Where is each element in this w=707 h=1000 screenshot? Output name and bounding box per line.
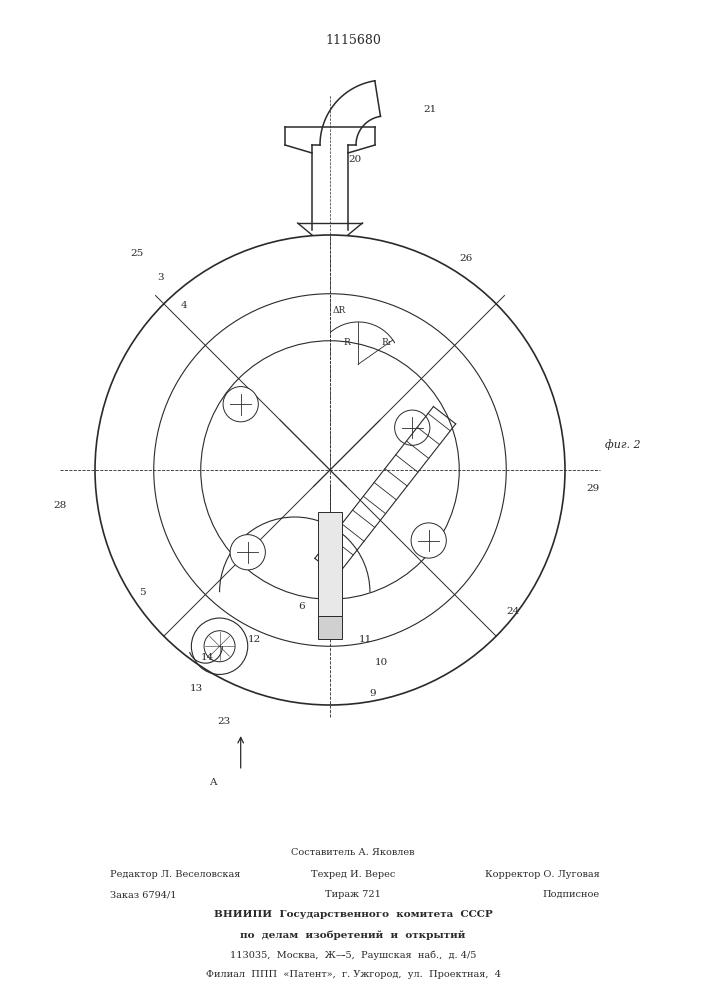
Text: 26: 26	[460, 254, 473, 263]
Text: Подписное: Подписное	[543, 890, 600, 899]
Text: R₁: R₁	[381, 338, 392, 347]
Text: 11: 11	[358, 635, 372, 644]
Circle shape	[230, 535, 265, 570]
Text: Заказ 6794/1: Заказ 6794/1	[110, 890, 177, 899]
Text: A: A	[209, 778, 216, 787]
Text: 20: 20	[349, 155, 361, 164]
Text: 25: 25	[131, 249, 144, 258]
Text: 13: 13	[189, 684, 203, 693]
Circle shape	[411, 523, 446, 558]
Circle shape	[223, 387, 258, 422]
Text: Редактор Л. Веселовская: Редактор Л. Веселовская	[110, 870, 240, 879]
Circle shape	[395, 410, 430, 445]
Text: 4: 4	[181, 301, 187, 310]
Text: 3: 3	[158, 273, 164, 282]
Text: Составитель А. Яковлев: Составитель А. Яковлев	[291, 848, 415, 857]
Text: 29: 29	[587, 484, 600, 493]
Text: 9: 9	[369, 689, 375, 698]
Text: 28: 28	[53, 501, 66, 510]
Text: 23: 23	[218, 717, 231, 726]
Text: 10: 10	[375, 658, 388, 667]
Text: 14: 14	[201, 654, 214, 662]
Text: Корректор О. Луговая: Корректор О. Луговая	[485, 870, 600, 879]
Text: R: R	[343, 338, 350, 347]
Text: Тираж 721: Тираж 721	[325, 890, 381, 899]
Text: 1115680: 1115680	[325, 33, 381, 46]
Bar	[318, 616, 341, 639]
Text: 6: 6	[298, 602, 305, 611]
Text: 113035,  Москва,  Ж—̵5,  Раушская  наб.,  д. 4/5: 113035, Москва, Ж—̵5, Раушская наб., д. …	[230, 950, 477, 960]
Bar	[318, 512, 341, 616]
Text: ΔR: ΔR	[333, 306, 346, 315]
Text: 24: 24	[507, 606, 520, 616]
Text: по  делам  изобретений  и  открытий: по делам изобретений и открытий	[240, 930, 466, 940]
Text: 12: 12	[248, 635, 262, 644]
Text: 5: 5	[139, 588, 146, 597]
Text: Техред И. Верес: Техред И. Верес	[311, 870, 395, 879]
Text: ВНИИПИ  Государственного  комитета  СССР: ВНИИПИ Государственного комитета СССР	[214, 910, 492, 919]
Text: фиг. 2: фиг. 2	[605, 440, 641, 450]
Text: Филиал  ППП  «Патент»,  г. Ужгород,  ул.  Проектная,  4: Филиал ППП «Патент», г. Ужгород, ул. Про…	[206, 970, 501, 979]
Text: 21: 21	[423, 105, 437, 114]
